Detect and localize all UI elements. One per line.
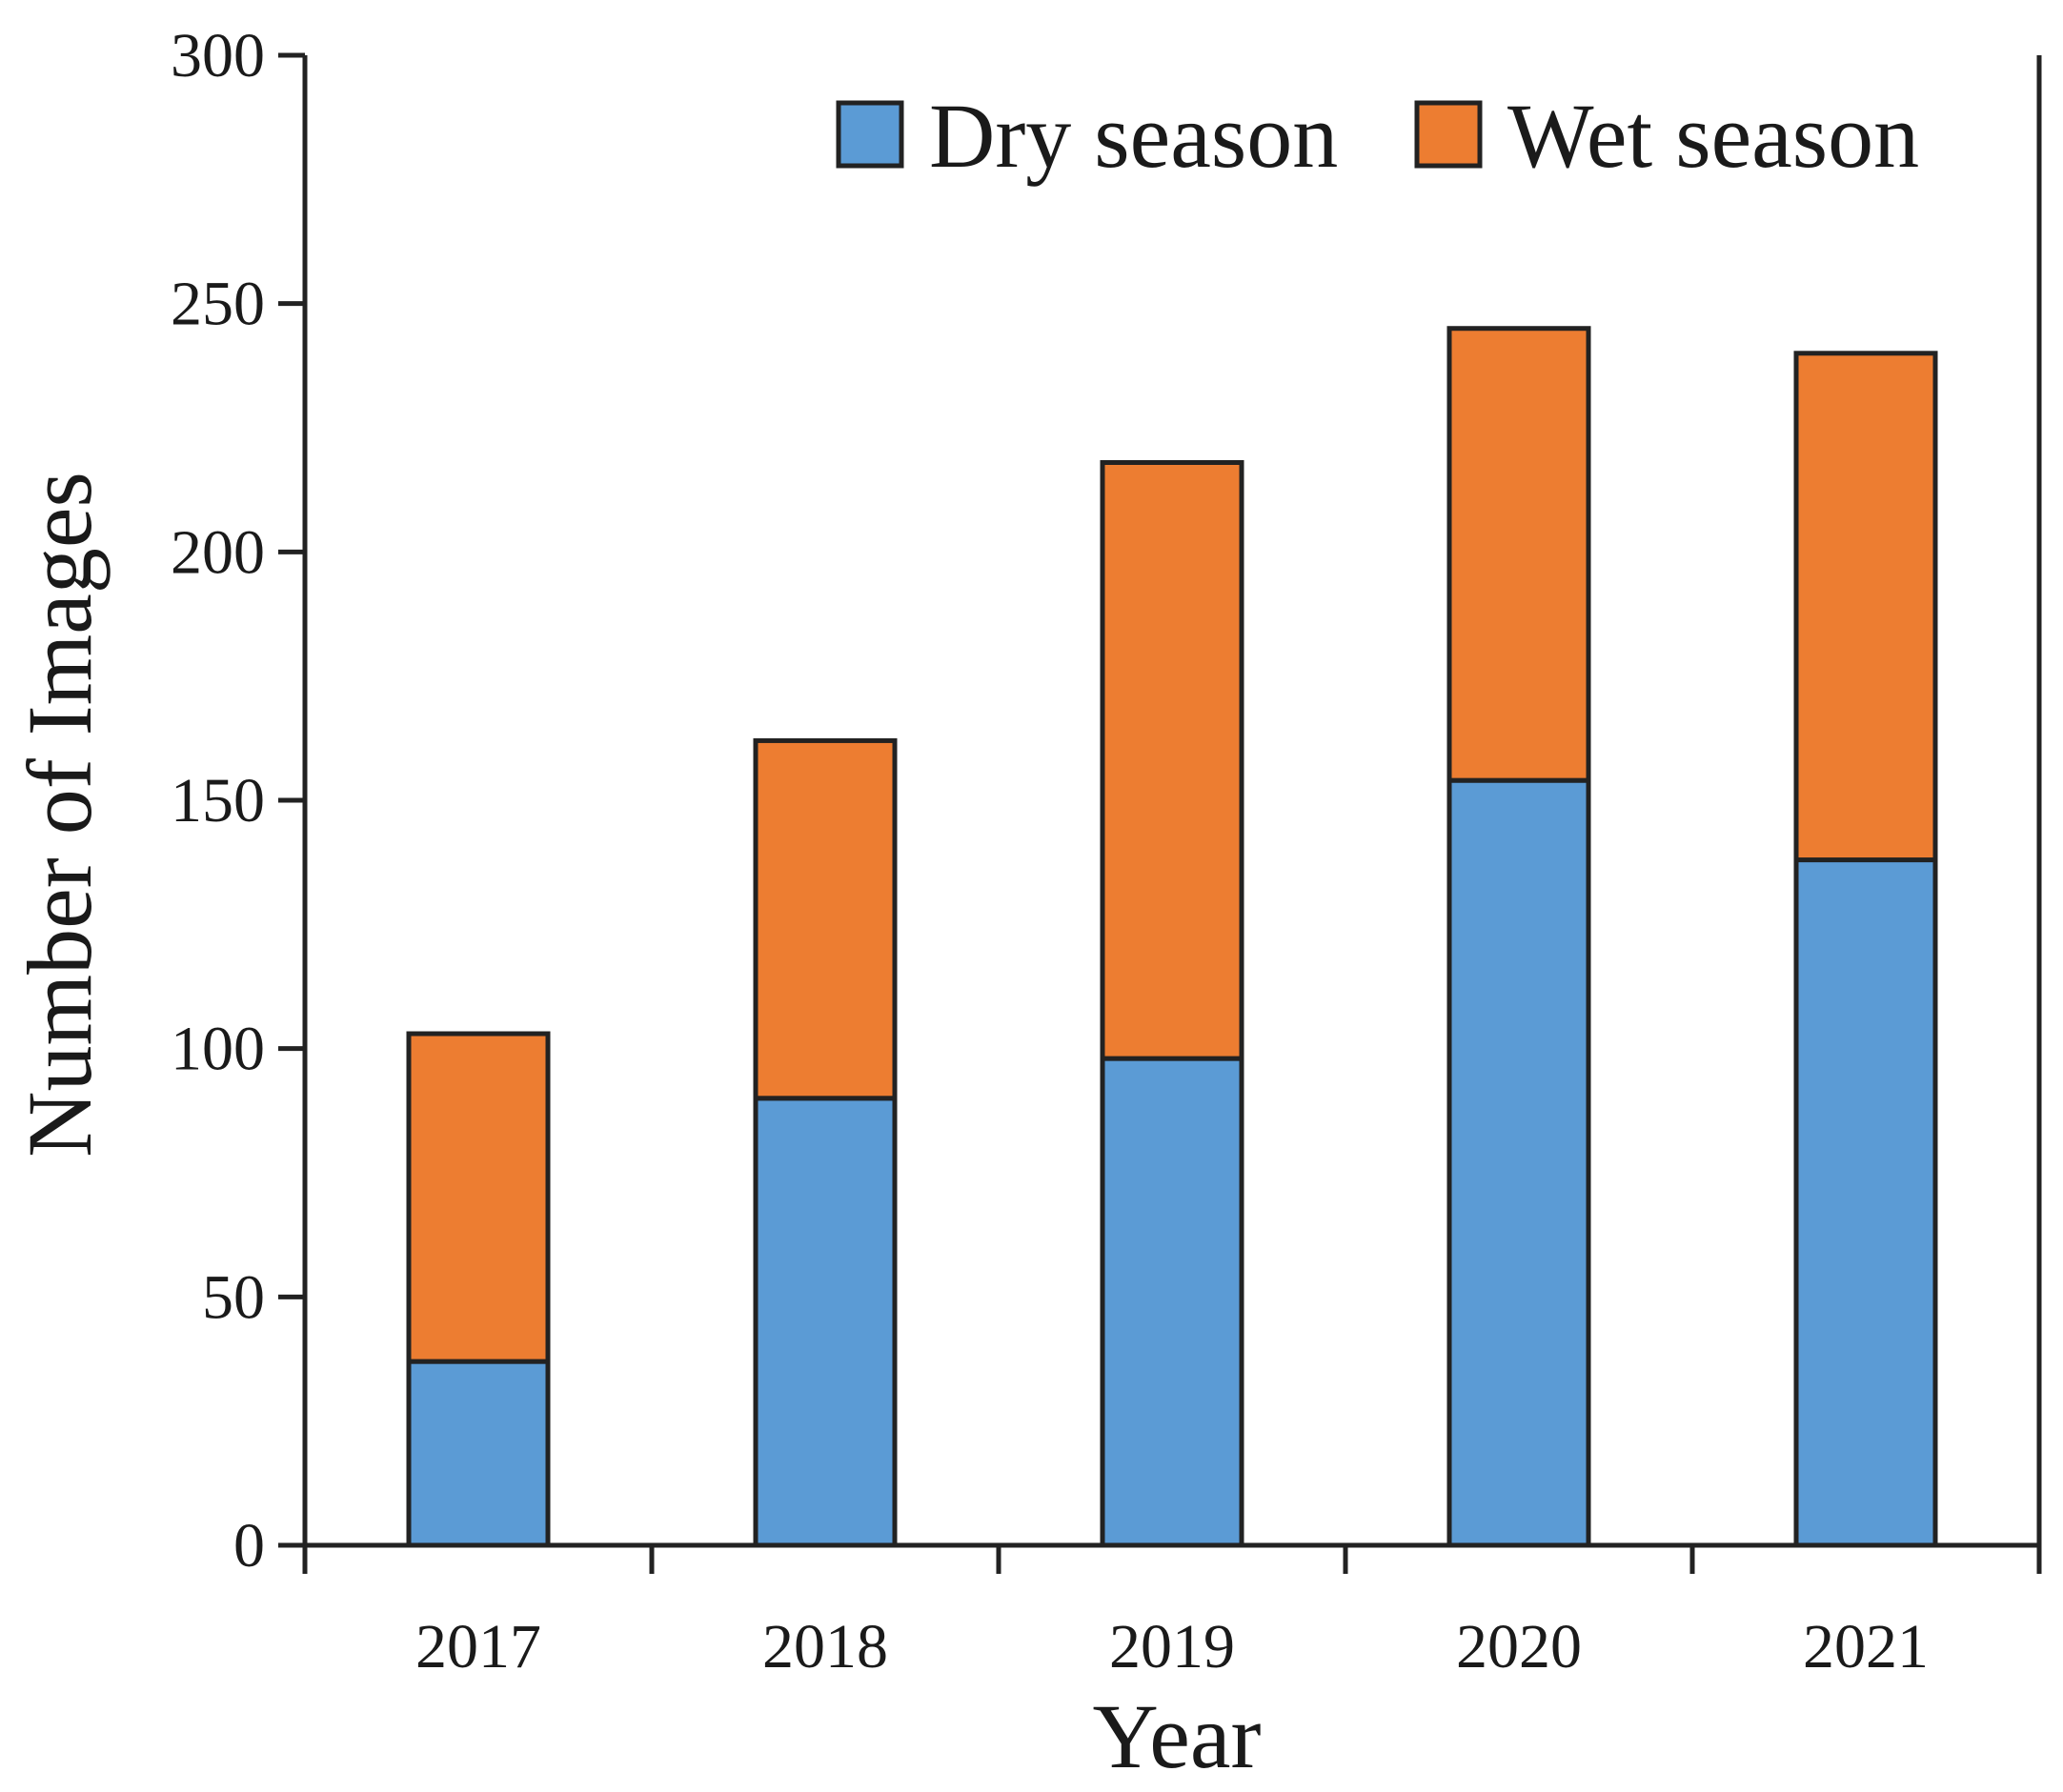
x-tick-label: 2020 <box>1456 1612 1582 1681</box>
x-axis-title: Year <box>1093 1685 1262 1787</box>
x-tick-label: 2018 <box>762 1612 888 1681</box>
bar-dry-2021 <box>1793 857 1938 1548</box>
y-axis-title: Number of Images <box>9 472 111 1158</box>
y-tick-label: 300 <box>171 21 265 91</box>
bar-wet-2018 <box>753 737 898 1101</box>
legend: Dry season Wet season <box>836 85 1919 187</box>
bar-wet-2017 <box>406 1031 551 1364</box>
y-tick-label: 150 <box>171 766 265 836</box>
x-tick-label: 2021 <box>1803 1612 1929 1681</box>
x-tick-label: 2017 <box>415 1612 541 1681</box>
bar-wet-2021 <box>1793 351 1938 863</box>
bar-dry-2019 <box>1100 1056 1244 1548</box>
bar-dry-2020 <box>1446 777 1591 1548</box>
y-tick-label: 200 <box>171 517 265 587</box>
legend-label-wet: Wet season <box>1507 85 1919 187</box>
y-ticks: 0 50 100 150 200 250 300 <box>171 21 305 1581</box>
bar-wet-2019 <box>1100 459 1244 1061</box>
bar-dry-2017 <box>406 1359 551 1548</box>
x-ticks: 2017 2018 2019 2020 2021 <box>302 1545 2042 1681</box>
bars <box>406 326 1938 1548</box>
x-tick-label: 2019 <box>1109 1612 1235 1681</box>
y-tick-label: 0 <box>233 1511 265 1581</box>
legend-swatch-wet <box>1414 100 1483 169</box>
bar-dry-2018 <box>753 1096 898 1548</box>
y-tick-label: 250 <box>171 270 265 339</box>
y-tick-label: 100 <box>171 1015 265 1084</box>
legend-label-dry: Dry season <box>929 85 1338 187</box>
legend-swatch-dry <box>836 100 904 169</box>
y-tick-label: 50 <box>202 1262 265 1332</box>
bar-wet-2020 <box>1446 326 1591 783</box>
